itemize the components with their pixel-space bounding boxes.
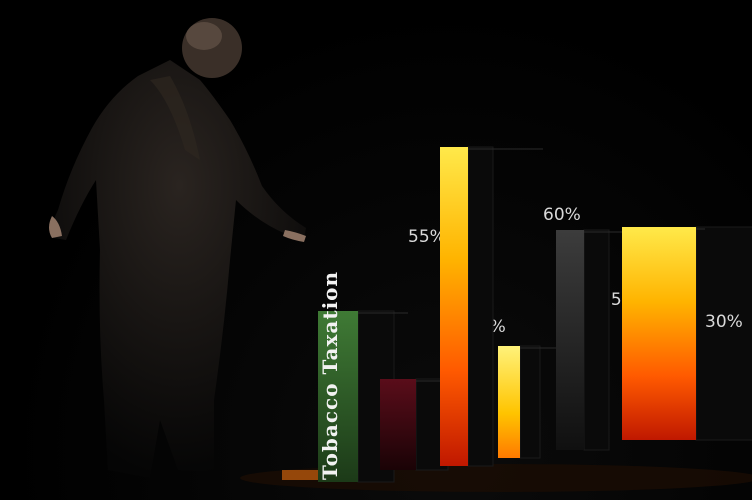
bar-value-label-1: 55% bbox=[408, 227, 446, 247]
bar-side-6 bbox=[695, 226, 752, 441]
chart-title: Tobacco Taxation bbox=[318, 271, 342, 480]
bar-value-label-3: 60% bbox=[543, 205, 581, 225]
bar-1 bbox=[318, 311, 358, 482]
bar-side-4 bbox=[519, 345, 541, 459]
bar-4 bbox=[498, 346, 520, 458]
bar-side-5 bbox=[583, 229, 610, 451]
bar-value-label-6: 30% bbox=[705, 312, 743, 332]
bar-5 bbox=[556, 230, 584, 450]
bar-side-3 bbox=[467, 146, 494, 467]
bar-group: 55%32%60%35%50%30% bbox=[318, 146, 752, 483]
bar-2 bbox=[380, 379, 416, 470]
bar-6 bbox=[622, 227, 696, 440]
man-silhouette bbox=[49, 18, 306, 478]
bar-3 bbox=[440, 147, 468, 466]
